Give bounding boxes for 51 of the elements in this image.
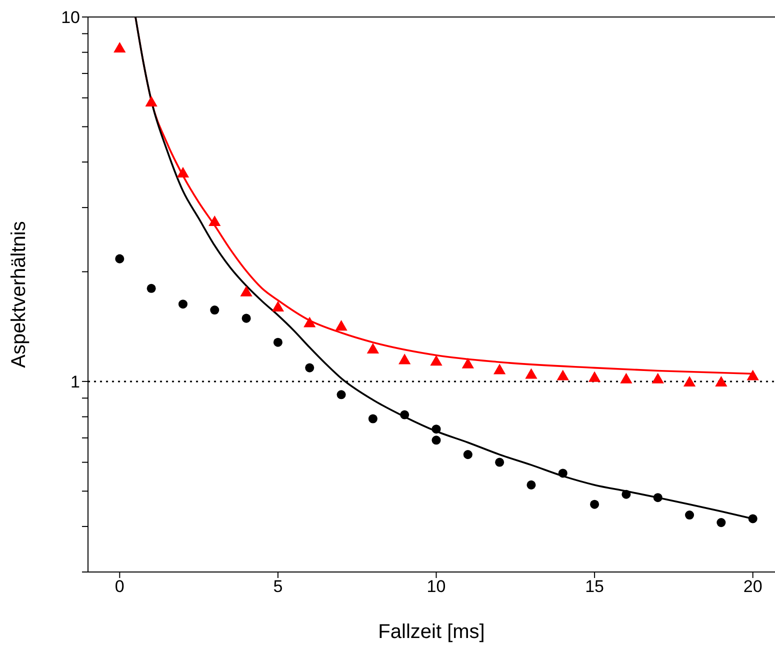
point [683, 376, 696, 387]
point [208, 215, 221, 226]
point [146, 284, 156, 293]
point [748, 514, 758, 524]
point [240, 286, 252, 296]
point [366, 342, 380, 354]
point [145, 96, 158, 106]
point [525, 368, 538, 379]
point [242, 314, 251, 323]
x-tick-label: 20 [743, 577, 762, 596]
y-tick-label: 1 [70, 372, 80, 392]
point [558, 468, 568, 478]
point [495, 458, 504, 467]
point [398, 354, 411, 364]
point [463, 450, 472, 460]
point [305, 363, 314, 372]
point [432, 424, 441, 434]
x-tick-label: 10 [426, 577, 446, 596]
point [210, 306, 220, 315]
x-tick-label: 15 [585, 577, 604, 596]
point [178, 300, 188, 309]
point [114, 42, 126, 52]
x-tick-label: 0 [114, 577, 124, 596]
point [462, 358, 474, 368]
point [588, 371, 601, 382]
y-axis-title: Aspektverhältnis [8, 221, 30, 368]
point [590, 500, 600, 509]
point [746, 370, 759, 380]
point [400, 410, 410, 420]
point [273, 338, 282, 347]
point [336, 390, 346, 400]
point [432, 436, 441, 445]
point [622, 490, 631, 499]
x-axis-title: Fallzeit [ms] [378, 621, 485, 643]
point [368, 414, 378, 424]
point [272, 301, 284, 312]
point [653, 493, 662, 502]
point [685, 510, 694, 520]
point [115, 254, 124, 264]
point [715, 376, 728, 387]
point [716, 518, 726, 528]
point [304, 316, 316, 328]
point [620, 372, 632, 384]
point [493, 364, 506, 374]
point [430, 355, 442, 366]
point [335, 320, 348, 331]
x-tick-label: 5 [273, 577, 283, 596]
point [652, 372, 664, 384]
point [176, 166, 190, 178]
point [526, 480, 536, 490]
point [556, 370, 569, 380]
